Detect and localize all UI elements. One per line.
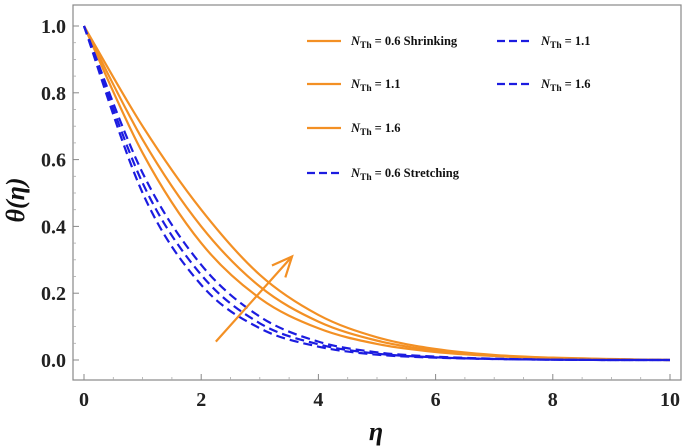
- y-tick-label: 0.2: [41, 283, 66, 305]
- curves-group: [82, 25, 671, 362]
- x-tick-label: 2: [196, 389, 206, 411]
- series-line-5: [82, 25, 671, 362]
- x-tick-label: 4: [313, 389, 323, 411]
- series-line-3: [83, 25, 671, 362]
- x-axis-ticks: 0 2 4 6 8 10: [79, 374, 680, 411]
- legend: NTh = 0.6 Shrinking NTh = 1.1 NTh = 1.6 NTh = 0…: [307, 34, 591, 183]
- y-axis-title: θ(η): [1, 177, 30, 222]
- x-axis-title: η: [369, 417, 383, 446]
- legend-label: NTh = 1.1: [540, 34, 591, 51]
- legend-label: NTh = 1.6: [350, 121, 401, 138]
- direction-arrow: [215, 254, 294, 343]
- y-tick-label: 0.0: [41, 350, 66, 372]
- x-tick-label: 6: [431, 389, 441, 411]
- arrow-shaft: [215, 255, 293, 343]
- legend-label: NTh = 0.6 Shrinking: [350, 34, 458, 51]
- legend-label: NTh = 0.6 Stretching: [350, 166, 460, 183]
- y-axis-ticks: 0.0 0.2 0.4 0.6 0.8 1.0: [41, 16, 79, 372]
- plot-frame: [72, 4, 682, 381]
- x-tick-label: 10: [660, 389, 680, 411]
- y-tick-label: 0.4: [41, 216, 66, 238]
- y-tick-label: 0.8: [41, 83, 66, 105]
- series-line-6: [82, 25, 671, 362]
- arrow-head: [271, 254, 294, 278]
- legend-label: NTh = 1.6: [540, 77, 591, 94]
- y-tick-label: 1.0: [41, 16, 66, 38]
- x-tick-label: 0: [79, 389, 89, 411]
- x-tick-label: 8: [548, 389, 558, 411]
- legend-label: NTh = 1.1: [350, 77, 401, 94]
- y-tick-label: 0.6: [41, 150, 66, 172]
